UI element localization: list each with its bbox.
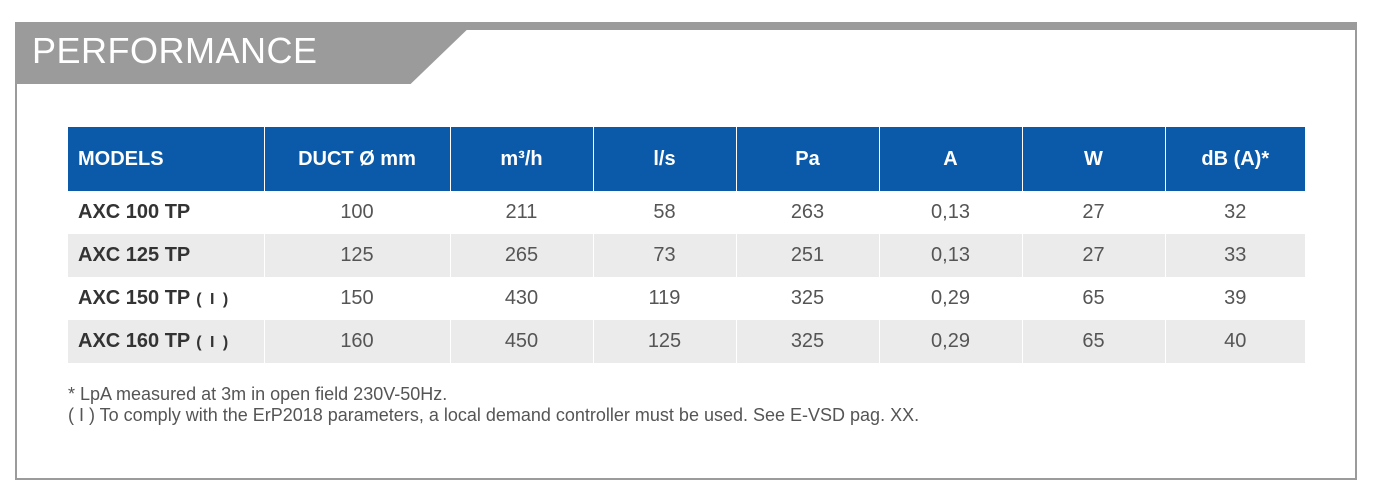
ls-cell: 58 (592, 191, 736, 234)
table-row: AXC 160 TP( I ) 160 450 125 325 0,29 65 … (68, 320, 1305, 363)
m3h-cell: 450 (449, 320, 593, 363)
footnote-erp: ( I ) To comply with the ErP2018 paramet… (68, 405, 920, 425)
section-title: PERFORMANCE (32, 30, 318, 71)
a-cell: 0,13 (878, 191, 1022, 234)
a-cell: 0,29 (878, 277, 1022, 320)
header-w: W (1021, 127, 1165, 191)
model-cell: AXC 125 TP (68, 234, 264, 277)
model-cell: AXC 150 TP ( I ) (68, 277, 264, 320)
duct-cell: 160 (263, 320, 450, 363)
header-ls: l/s (592, 127, 736, 191)
pa-cell: 251 (735, 234, 879, 277)
footnote-lpa: * LpA measured at 3m in open field 230V-… (68, 384, 448, 404)
ls-cell: 73 (592, 234, 736, 277)
m3h-cell: 211 (449, 191, 593, 234)
footnotes: * LpA measured at 3m in open field 230V-… (68, 384, 919, 426)
w-cell: 65 (1021, 320, 1165, 363)
pa-cell: 263 (735, 191, 879, 234)
table-row: AXC 150 TP( I ) 150 430 119 325 0,29 65 … (68, 277, 1305, 320)
model-name: AXC 150 TP (78, 287, 191, 309)
section-header-tab (15, 22, 475, 84)
db-cell: 39 (1164, 277, 1305, 320)
model-name: AXC 160 TP (78, 330, 191, 352)
ls-cell: 125 (592, 320, 736, 363)
m3h-cell: 265 (449, 234, 593, 277)
model-note: ( I ) (196, 291, 231, 308)
db-cell: 32 (1164, 191, 1305, 234)
section-header-band (15, 22, 1357, 30)
model-cell: AXC 160 TP ( I ) (68, 320, 264, 363)
header-a: A (878, 127, 1022, 191)
a-cell: 0,29 (878, 320, 1022, 363)
header-db: dB (A)* (1164, 127, 1305, 191)
model-cell: AXC 100 TP (68, 191, 264, 234)
duct-cell: 100 (263, 191, 450, 234)
model-name: AXC 125 TP (78, 244, 191, 266)
table-row: AXC 125 TP 125 265 73 251 0,13 27 33 (68, 234, 1305, 277)
w-cell: 65 (1021, 277, 1165, 320)
model-name: AXC 100 TP (78, 201, 191, 223)
w-cell: 27 (1021, 191, 1165, 234)
a-cell: 0,13 (878, 234, 1022, 277)
model-note: ( I ) (196, 334, 231, 351)
table-row: AXC 100 TP 100 211 58 263 0,13 27 32 (68, 191, 1305, 234)
header-m3h: m³/h (449, 127, 593, 191)
duct-cell: 125 (263, 234, 450, 277)
m3h-cell: 430 (449, 277, 593, 320)
performance-table: MODELS DUCT Ø mm m³/h l/s Pa A W dB (A)*… (68, 127, 1305, 363)
duct-cell: 150 (263, 277, 450, 320)
db-cell: 33 (1164, 234, 1305, 277)
pa-cell: 325 (735, 320, 879, 363)
header-models: MODELS (68, 127, 264, 191)
pa-cell: 325 (735, 277, 879, 320)
db-cell: 40 (1164, 320, 1305, 363)
header-duct: DUCT Ø mm (263, 127, 450, 191)
w-cell: 27 (1021, 234, 1165, 277)
header-pa: Pa (735, 127, 879, 191)
ls-cell: 119 (592, 277, 736, 320)
table-header-row: MODELS DUCT Ø mm m³/h l/s Pa A W dB (A)* (68, 127, 1305, 191)
